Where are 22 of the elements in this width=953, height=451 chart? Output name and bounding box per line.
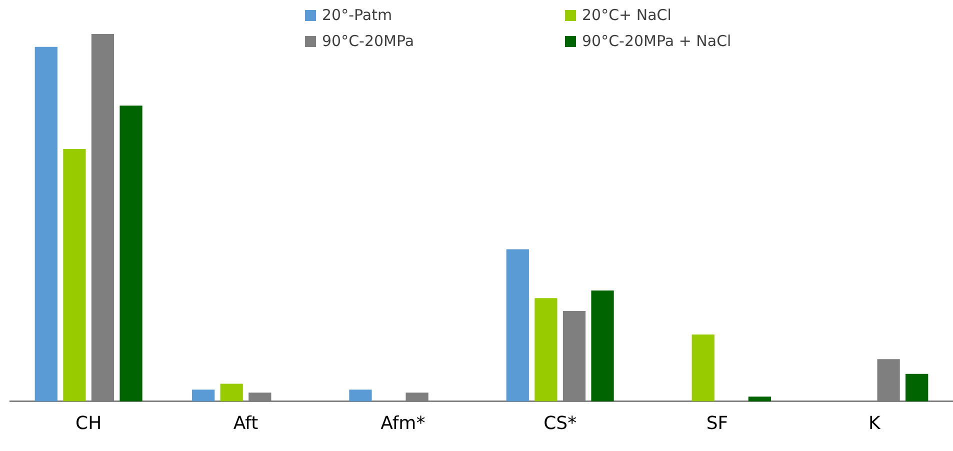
- bar: [63, 148, 86, 402]
- x-tick-label: Afm*: [380, 412, 426, 434]
- legend-label: 90°C-20MPa + NaCl: [582, 32, 732, 50]
- x-tick-label: CS*: [544, 412, 577, 434]
- bar: [34, 46, 58, 402]
- bar: [349, 390, 372, 402]
- bar: [506, 249, 529, 402]
- bar: [692, 334, 714, 402]
- legend-label: 20°-Patm: [322, 6, 392, 24]
- x-tick-label: CH: [76, 412, 102, 434]
- legend-label: 90°C-20MPa: [322, 32, 414, 50]
- bar: [534, 298, 558, 402]
- x-tick-label: K: [868, 412, 882, 434]
- x-tick-label: SF: [706, 412, 728, 434]
- bar: [192, 390, 215, 402]
- bar: [748, 396, 771, 402]
- bar: [120, 106, 142, 402]
- bar: [591, 290, 614, 402]
- x-tick-label: Aft: [233, 412, 258, 434]
- bar: [220, 384, 243, 402]
- legend-label: 20°C+ NaCl: [582, 6, 672, 24]
- bar: [906, 374, 928, 402]
